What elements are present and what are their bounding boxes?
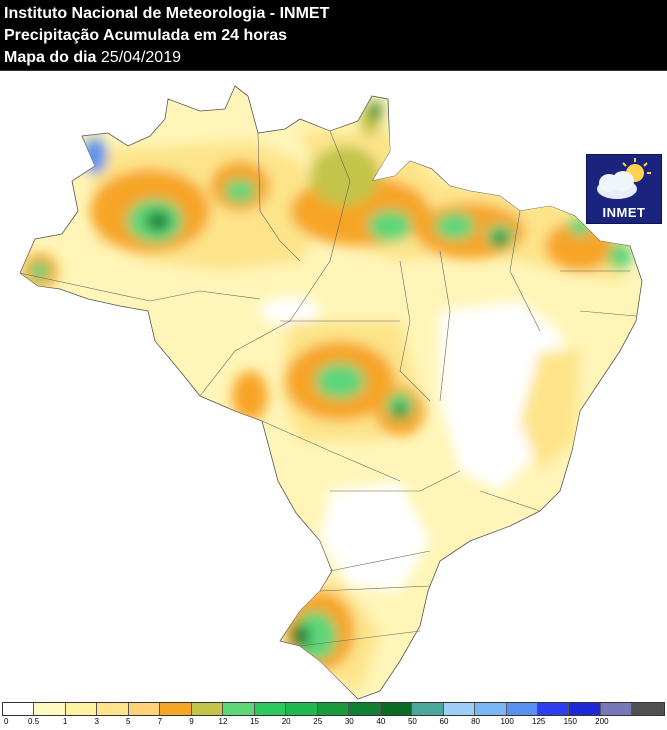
legend-swatch (97, 703, 129, 715)
legend-swatch (3, 703, 35, 715)
legend-tick-label: 1 (62, 717, 68, 726)
sun-cloud-icon (597, 158, 651, 199)
legend-swatch (475, 703, 507, 715)
precipitation-fields (22, 101, 632, 691)
legend-tick-label: 20 (281, 717, 291, 726)
legend-tick-label: 0.5 (28, 717, 40, 726)
map-date-line: Mapa do dia 25/04/2019 (4, 48, 181, 68)
legend-swatch (65, 703, 98, 715)
legend-swatch (632, 703, 664, 715)
legend-swatch (569, 703, 601, 715)
legend-tick-label: 125 (532, 717, 546, 726)
legend-swatch (34, 703, 66, 715)
legend-swatch (380, 703, 413, 715)
inmet-logo: INMET (586, 154, 662, 224)
legend-tick-label: 12 (218, 717, 228, 726)
legend-tick-label: 5 (126, 717, 131, 726)
legend-swatch (128, 703, 161, 715)
legend-swatch (191, 703, 224, 715)
state-borders (19, 130, 637, 647)
legend-tick-label: 25 (313, 717, 323, 726)
precipitation-map (19, 85, 643, 700)
legend-ticks: 0 0.5 1 3 5 7 9 12 15 20 25 30 40 50 60 80 100 125 150 200 (0, 717, 667, 730)
legend-tick-label: 150 (563, 717, 577, 726)
legend-swatch (600, 703, 633, 715)
legend-swatch (537, 703, 570, 715)
legend-swatch (412, 703, 444, 715)
inmet-logo-text: INMET (602, 205, 646, 220)
legend-swatch (160, 703, 192, 715)
legend-swatch (443, 703, 476, 715)
legend-swatch (254, 703, 287, 715)
legend-swatch (317, 703, 350, 715)
legend-tick-label: 100 (500, 717, 514, 726)
legend-swatch (349, 703, 381, 715)
precipitation-legend (2, 702, 665, 716)
legend-tick-label: 9 (189, 717, 194, 726)
institute-title: Instituto Nacional de Meteorologia - INM… (4, 5, 330, 22)
legend-swatch (506, 703, 538, 715)
legend-tick-label: 200 (595, 717, 609, 726)
map-subtitle: Precipitação Acumulada em 24 horas (4, 27, 288, 44)
legend-tick-label: 80 (471, 717, 481, 726)
map-area: INMET (0, 70, 667, 701)
map-date-label: Mapa do dia (4, 49, 97, 66)
map-header: Instituto Nacional de Meteorologia - INM… (0, 0, 667, 70)
legend-tick-label: 40 (376, 717, 386, 726)
legend-tick-label: 15 (250, 717, 260, 726)
legend-tick-label: 50 (407, 717, 417, 726)
legend-tick-label: 30 (344, 717, 354, 726)
legend-tick-label: 60 (439, 717, 449, 726)
legend-swatch (223, 703, 255, 715)
legend-tick-label: 3 (94, 717, 99, 726)
legend-tick-label: 7 (157, 717, 163, 726)
legend-swatch (286, 703, 318, 715)
map-date: 25/04/2019 (100, 49, 181, 66)
legend-tick-label: 0 (4, 717, 9, 726)
